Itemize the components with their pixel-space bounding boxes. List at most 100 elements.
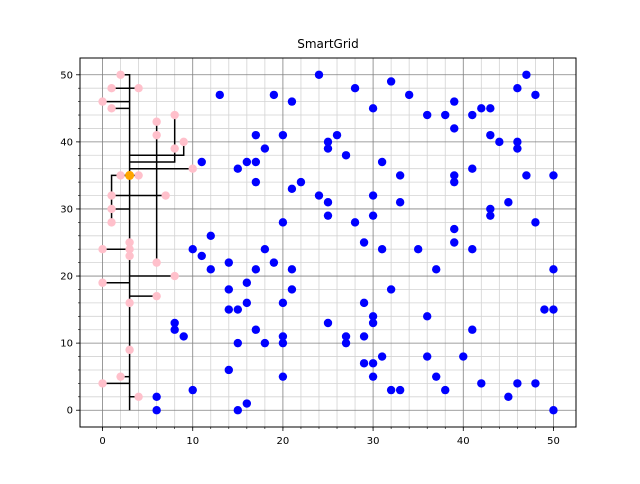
connected-house-point <box>98 97 107 106</box>
connected-house-point <box>152 291 161 301</box>
unconnected-house-point <box>242 157 252 167</box>
unconnected-house-point <box>278 130 288 140</box>
connected-house-point <box>134 392 143 402</box>
unconnected-house-point <box>323 318 333 328</box>
unconnected-house-point <box>233 305 243 314</box>
unconnected-house-point <box>468 110 477 120</box>
unconnected-house-point <box>170 318 179 328</box>
connected-house-point <box>152 258 161 267</box>
y-tick-label: 0 <box>67 406 73 417</box>
unconnected-house-point <box>423 110 432 120</box>
unconnected-house-point <box>432 265 441 274</box>
y-tick-label: 40 <box>60 137 73 148</box>
unconnected-house-point <box>233 164 243 173</box>
connected-house-point <box>98 278 107 287</box>
unconnected-house-point <box>323 198 333 207</box>
unconnected-house-point <box>251 325 261 334</box>
unconnected-house-point <box>386 285 396 294</box>
unconnected-house-point <box>504 392 513 402</box>
unconnected-house-point <box>368 318 378 328</box>
connected-house-point <box>161 191 170 200</box>
unconnected-house-point <box>350 218 360 227</box>
connected-house-point <box>152 117 161 126</box>
unconnected-house-point <box>278 218 288 227</box>
unconnected-house-point <box>404 90 414 100</box>
connected-house-point <box>188 164 197 173</box>
connected-house-point <box>179 137 188 147</box>
unconnected-house-point <box>495 137 504 147</box>
unconnected-house-point <box>377 245 387 254</box>
unconnected-house-point <box>413 245 423 254</box>
unconnected-house-point <box>278 338 288 348</box>
connected-house-point <box>125 238 134 247</box>
unconnected-house-point <box>296 177 306 187</box>
unconnected-house-point <box>269 258 279 267</box>
unconnected-house-point <box>459 352 468 361</box>
unconnected-house-point <box>359 238 369 247</box>
unconnected-house-point <box>188 245 197 254</box>
unconnected-house-point <box>359 332 369 341</box>
y-tick-label: 50 <box>60 70 73 81</box>
connected-house-point <box>152 130 161 140</box>
unconnected-house-point <box>206 231 215 240</box>
battery-point <box>125 170 135 180</box>
unconnected-house-point <box>395 198 405 207</box>
unconnected-house-point <box>152 406 161 415</box>
unconnected-house-point <box>233 406 243 415</box>
connected-house-point <box>107 218 116 227</box>
unconnected-house-point <box>423 312 432 321</box>
connected-house-point <box>107 83 116 93</box>
unconnected-house-point <box>377 157 387 167</box>
unconnected-house-point <box>242 278 252 287</box>
y-tick-label: 10 <box>60 339 73 350</box>
cable-segment <box>129 141 185 157</box>
unconnected-house-point <box>468 245 477 254</box>
unconnected-house-point <box>450 124 459 133</box>
x-tick-label: 20 <box>277 436 290 447</box>
unconnected-house-point <box>368 359 378 368</box>
unconnected-house-point <box>513 137 522 147</box>
connected-house-point <box>116 171 125 180</box>
unconnected-house-point <box>278 332 288 341</box>
unconnected-house-point <box>341 338 351 348</box>
plot-frame <box>79 57 577 428</box>
unconnected-house-point <box>386 77 396 86</box>
unconnected-house-point <box>450 238 459 247</box>
unconnected-house-point <box>287 97 297 106</box>
unconnected-house-point <box>314 70 324 79</box>
y-tick-label: 30 <box>60 204 73 215</box>
unconnected-house-point <box>377 352 387 361</box>
y-tick-label: 20 <box>60 272 73 283</box>
axis-ticks: 0 10 20 30 40 50 0 10 20 30 40 50 <box>60 70 560 447</box>
unconnected-house-point <box>287 285 297 294</box>
x-tick-label: 50 <box>547 436 560 447</box>
unconnected-house-point <box>513 83 522 93</box>
unconnected-house-point <box>540 305 549 314</box>
unconnected-house-point <box>170 325 179 334</box>
unconnected-house-point <box>368 104 378 113</box>
unconnected-house-point <box>468 164 477 173</box>
unconnected-house-point <box>549 305 558 314</box>
minor-grid <box>80 58 576 427</box>
unconnected-house-point <box>368 312 378 321</box>
unconnected-house-point <box>350 83 360 93</box>
unconnected-house-point <box>368 372 378 381</box>
unconnected-house-point <box>188 385 197 395</box>
connected-house-point <box>125 251 134 261</box>
unconnected-house-point <box>549 265 558 274</box>
unconnected-house-point <box>323 144 333 153</box>
unconnected-house-point <box>197 251 206 261</box>
unconnected-house-point <box>386 385 396 395</box>
unconnected-house-point <box>486 104 495 113</box>
unconnected-house-point <box>504 198 513 207</box>
unconnected-house-point <box>224 285 233 294</box>
unconnected-house-point <box>423 352 432 361</box>
connected-house-point <box>116 372 125 381</box>
unconnected-house-point <box>441 110 450 120</box>
unconnected-house-point <box>323 137 333 147</box>
unconnected-house-point <box>179 332 188 341</box>
house-markers <box>98 70 558 415</box>
connected-house-point <box>125 245 134 254</box>
unconnected-house-point <box>450 171 459 180</box>
